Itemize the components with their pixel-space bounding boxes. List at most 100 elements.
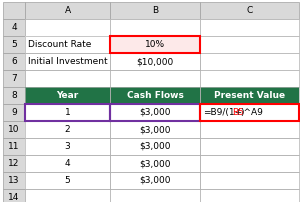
Bar	[200, 19, 299, 36]
Bar	[110, 36, 200, 53]
Text: C: C	[246, 6, 253, 15]
Bar	[3, 121, 25, 138]
Bar	[25, 2, 110, 19]
Text: 5: 5	[64, 176, 70, 185]
Bar	[3, 87, 25, 104]
Text: 9: 9	[11, 108, 17, 117]
Bar	[25, 155, 110, 172]
Bar	[200, 87, 299, 104]
Bar	[200, 189, 299, 202]
Bar	[200, 172, 299, 189]
Bar	[200, 36, 299, 53]
Text: $10,000: $10,000	[136, 57, 174, 66]
Text: 5: 5	[11, 40, 17, 49]
Bar	[25, 155, 110, 172]
Bar	[3, 104, 25, 121]
Bar	[110, 36, 200, 53]
Text: Initial Investment: Initial Investment	[28, 57, 108, 66]
Bar	[110, 121, 200, 138]
Text: 13: 13	[8, 176, 20, 185]
Bar	[3, 53, 25, 70]
Bar	[200, 53, 299, 70]
Bar	[25, 138, 110, 155]
Bar	[25, 87, 110, 104]
Text: $3,000: $3,000	[139, 159, 171, 168]
Text: 4: 4	[65, 159, 70, 168]
Bar	[110, 87, 200, 104]
Bar	[25, 36, 110, 53]
Bar	[25, 104, 110, 121]
Bar	[200, 138, 299, 155]
Bar	[25, 104, 110, 121]
Bar	[3, 19, 25, 36]
Text: 11: 11	[8, 142, 20, 151]
Bar	[3, 70, 25, 87]
Bar	[110, 53, 200, 70]
Bar	[200, 104, 299, 121]
Bar	[200, 155, 299, 172]
Bar	[110, 189, 200, 202]
Text: A: A	[64, 6, 70, 15]
Bar	[200, 121, 299, 138]
Bar	[110, 155, 200, 172]
Bar	[3, 172, 25, 189]
Bar	[110, 19, 200, 36]
Bar	[110, 138, 200, 155]
Bar	[110, 121, 200, 138]
Bar	[25, 189, 110, 202]
Bar	[25, 121, 110, 138]
Bar	[25, 87, 110, 104]
Bar	[25, 138, 110, 155]
Bar	[25, 53, 110, 70]
Bar	[110, 87, 200, 104]
Bar	[110, 155, 200, 172]
Text: $3,000: $3,000	[139, 176, 171, 185]
Bar	[110, 104, 200, 121]
Bar	[3, 2, 25, 19]
Bar	[200, 104, 299, 121]
Bar	[25, 19, 110, 36]
Text: $3,000: $3,000	[139, 108, 171, 117]
Text: 2: 2	[65, 125, 70, 134]
Text: Present Value: Present Value	[214, 91, 285, 100]
Bar	[200, 138, 299, 155]
Text: $3,000: $3,000	[139, 125, 171, 134]
Bar	[110, 138, 200, 155]
Text: 1: 1	[64, 108, 70, 117]
Text: Year: Year	[56, 91, 79, 100]
Bar	[200, 172, 299, 189]
Bar	[3, 189, 25, 202]
Bar	[3, 138, 25, 155]
Bar	[110, 2, 200, 19]
Text: 3: 3	[64, 142, 70, 151]
Text: =B9/(1+: =B9/(1+	[203, 108, 242, 117]
Bar	[110, 172, 200, 189]
Bar	[25, 53, 110, 70]
Text: 10: 10	[8, 125, 20, 134]
Bar	[25, 172, 110, 189]
Text: 4: 4	[11, 23, 17, 32]
Text: 14: 14	[8, 193, 20, 202]
Text: Cash Flows: Cash Flows	[127, 91, 183, 100]
Bar	[25, 121, 110, 138]
Bar	[200, 70, 299, 87]
Bar	[110, 104, 200, 121]
Bar	[25, 70, 110, 87]
Text: 7: 7	[11, 74, 17, 83]
Text: Discount Rate: Discount Rate	[28, 40, 92, 49]
Text: )^A9: )^A9	[240, 108, 263, 117]
Text: $3,000: $3,000	[139, 142, 171, 151]
Text: 12: 12	[8, 159, 20, 168]
Bar	[200, 2, 299, 19]
Bar	[110, 53, 200, 70]
Bar	[200, 155, 299, 172]
Bar	[3, 155, 25, 172]
Bar	[110, 70, 200, 87]
Bar	[3, 36, 25, 53]
Text: 10%: 10%	[145, 40, 165, 49]
Text: 6: 6	[11, 57, 17, 66]
Text: 8: 8	[11, 91, 17, 100]
Bar	[200, 121, 299, 138]
Bar	[200, 87, 299, 104]
Bar	[25, 172, 110, 189]
